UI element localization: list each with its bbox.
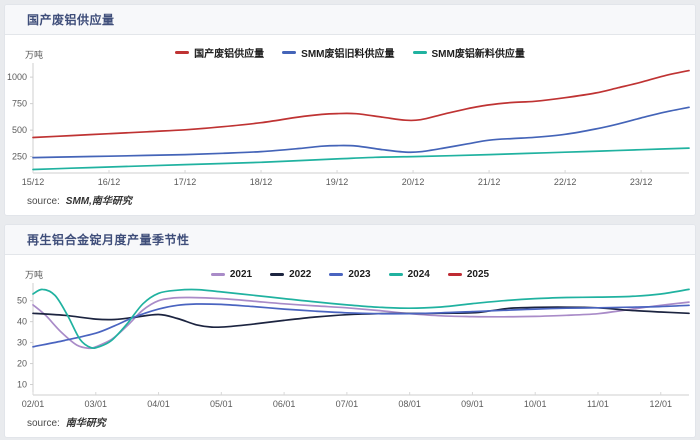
y-tick-label: 250: [12, 152, 27, 162]
y-tick-label: 10: [17, 380, 27, 390]
y-tick-label: 20: [17, 359, 27, 369]
x-tick-label: 09/01: [461, 399, 484, 409]
legend-swatch: [412, 51, 427, 54]
x-tick-label: 21/12: [478, 177, 501, 187]
x-tick-label: 02/01: [22, 399, 45, 409]
panel-title: 再生铝合金锭月度产量季节性: [5, 225, 695, 255]
legend-swatch: [210, 273, 225, 276]
legend-label: 2021: [229, 269, 253, 280]
x-tick-label: 12/01: [649, 399, 672, 409]
y-tick-label: 40: [17, 317, 27, 327]
panel-recycled-alloy-ingot-seasonality: 再生铝合金锭月度产量季节性 万吨 2021 2022 2023 2024 2025 10…: [4, 224, 696, 438]
y-tick-label: 50: [17, 296, 27, 306]
panel-title: 国产废铝供应量: [5, 5, 695, 35]
legend-item-2023[interactable]: 2023: [329, 269, 371, 280]
legend-label: SMM废铝旧料供应量: [301, 49, 395, 60]
series-line-国产废铝供应量: [32, 69, 690, 139]
line-chart-scrap-aluminum-supply: 250 500 750 1000 15/12 16/12 17/12 18/12 19/12 20…: [7, 63, 690, 187]
source-label: source:: [27, 196, 60, 207]
legend-swatch: [270, 273, 285, 276]
x-tick-label: 19/12: [326, 177, 349, 187]
legend-item-2024[interactable]: 2024: [388, 269, 430, 280]
chart-area-bottom: 万吨 2021 2022 2023 2024 2025 10 20 30 40 50 02/01 0…: [5, 255, 695, 437]
series-line-SMM废铝新料供应量: [32, 147, 690, 171]
legend-swatch: [282, 51, 297, 54]
series-line-2023: [32, 303, 690, 348]
y-tick-label: 750: [12, 99, 27, 109]
chart-area-top: 万吨 国产废铝供应量 SMM废铝旧料供应量 SMM废铝新料供应量 250 500 750…: [5, 35, 695, 215]
x-tick-label: 23/12: [630, 177, 653, 187]
legend-label: SMM废铝新料供应量: [431, 49, 525, 60]
legend-item-2022[interactable]: 2022: [270, 269, 311, 280]
x-tick-label: 06/01: [273, 399, 296, 409]
x-tick-label: 05/01: [210, 399, 233, 409]
series-line-2024: [32, 288, 690, 350]
legend-item-SMM废铝新料供应量[interactable]: SMM废铝新料供应量: [412, 45, 525, 60]
y-tick-label: 1000: [7, 72, 27, 82]
legend-label: 2025: [466, 269, 490, 280]
x-tick-label: 22/12: [554, 177, 577, 187]
y-tick-label: 30: [17, 338, 27, 348]
legend-item-SMM废铝旧料供应量[interactable]: SMM废铝旧料供应量: [282, 45, 395, 60]
source-row: source: SMM,南华研究: [5, 189, 695, 215]
x-tick-label: 03/01: [85, 399, 108, 409]
legend-label: 2023: [348, 269, 371, 280]
legend-swatch: [388, 273, 403, 276]
y-axis-unit-label: 万吨: [25, 50, 44, 60]
legend-label: 2024: [407, 269, 430, 280]
chart-meta-row: 万吨 国产废铝供应量 SMM废铝旧料供应量 SMM废铝新料供应量: [5, 41, 695, 61]
source-label: source:: [27, 418, 60, 429]
x-tick-label: 17/12: [174, 177, 197, 187]
x-tick-label: 11/01: [587, 399, 609, 409]
source-value: SMM,南华研究: [65, 196, 132, 207]
legend-label: 国产废铝供应量: [194, 49, 265, 60]
legend-item-2021[interactable]: 2021: [210, 269, 253, 280]
legend-swatch: [175, 51, 190, 54]
y-axis-unit-label: 万吨: [25, 270, 44, 280]
legend-item-2025[interactable]: 2025: [447, 269, 490, 280]
source-value: 南华研究: [65, 418, 106, 429]
x-tick-label: 18/12: [250, 177, 273, 187]
legend-item-国产废铝供应量[interactable]: 国产废铝供应量: [175, 45, 264, 60]
series-line-2021: [32, 296, 690, 350]
legend-bottom-chart: 2021 2022 2023 2024 2025: [5, 269, 695, 280]
legend-swatch: [447, 273, 462, 276]
x-tick-label: 15/12: [22, 177, 45, 187]
page: 国产废铝供应量 万吨 国产废铝供应量 SMM废铝旧料供应量 SMM废铝新料供应量 2…: [4, 4, 696, 438]
x-tick-label: 10/01: [524, 399, 547, 409]
legend-swatch: [329, 273, 344, 276]
y-tick-label: 500: [12, 125, 27, 135]
x-tick-label: 04/01: [147, 399, 170, 409]
legend-top-chart: 国产废铝供应量 SMM废铝旧料供应量 SMM废铝新料供应量: [5, 45, 695, 60]
chart-meta-row: 万吨 2021 2022 2023 2024 2025: [5, 261, 695, 281]
x-tick-label: 20/12: [402, 177, 425, 187]
panel-scrap-aluminum-supply: 国产废铝供应量 万吨 国产废铝供应量 SMM废铝旧料供应量 SMM废铝新料供应量 2…: [4, 4, 696, 216]
line-chart-ingot-seasonality: 10 20 30 40 50 02/01 03/01 04/01 05/01 06/01 07/01…: [17, 283, 690, 409]
legend-label: 2022: [289, 269, 312, 280]
source-row: source: 南华研究: [5, 411, 695, 437]
x-tick-label: 08/01: [398, 399, 421, 409]
x-tick-label: 07/01: [336, 399, 359, 409]
series-line-SMM废铝旧料供应量: [32, 106, 690, 159]
x-tick-label: 16/12: [98, 177, 121, 187]
